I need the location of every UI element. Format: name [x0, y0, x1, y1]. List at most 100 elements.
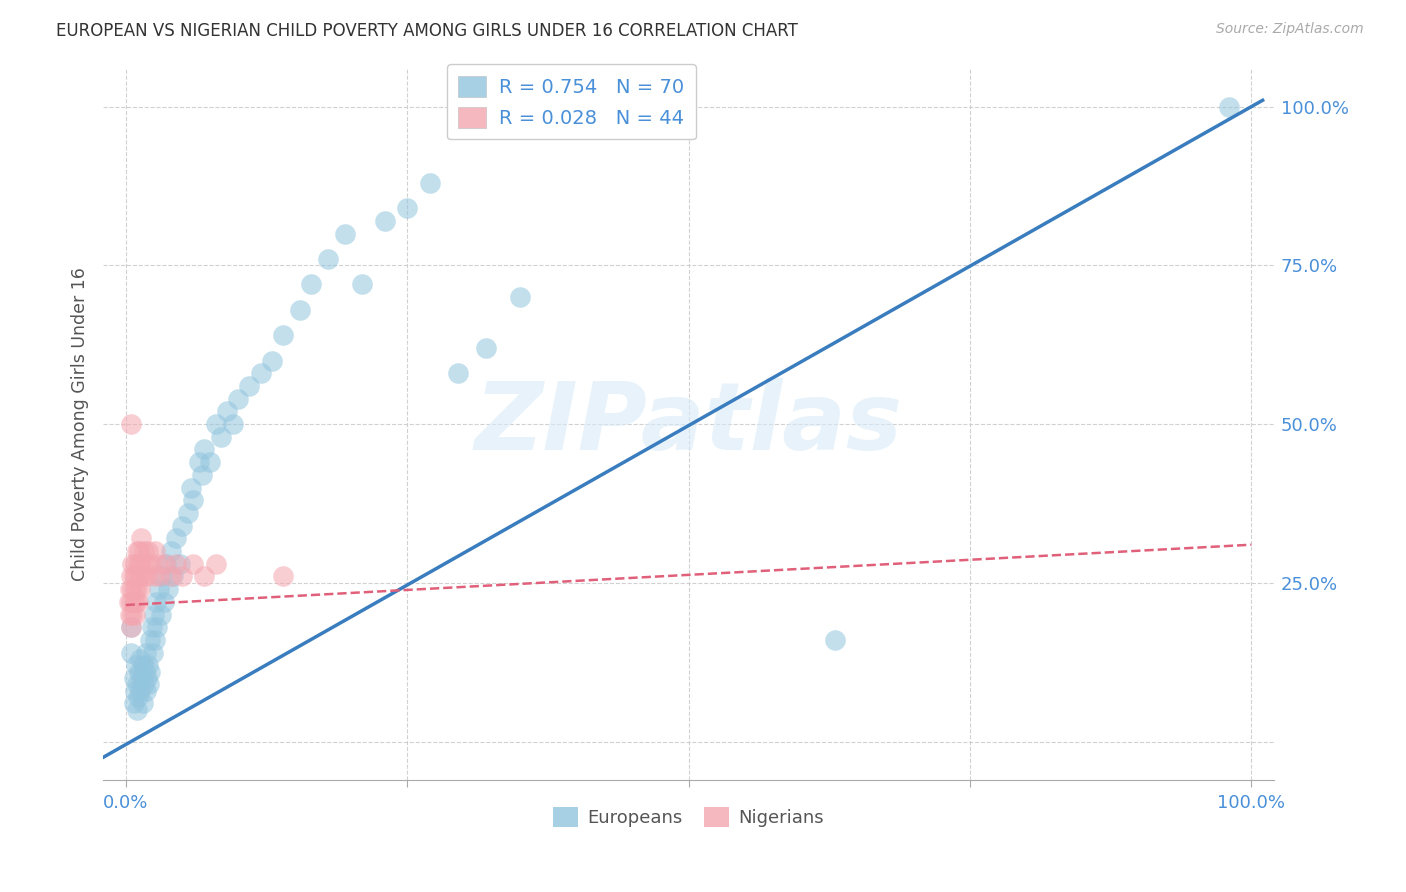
Point	[215, 404, 238, 418]
Point	[127, 690, 149, 704]
Point	[260, 353, 283, 368]
Text: ZIPatlas: ZIPatlas	[474, 378, 903, 470]
Point	[157, 582, 180, 596]
Point	[125, 658, 148, 673]
Point	[132, 544, 155, 558]
Point	[226, 392, 249, 406]
Point	[209, 430, 232, 444]
Point	[120, 620, 142, 634]
Point	[124, 683, 146, 698]
Point	[447, 366, 470, 380]
Point	[120, 607, 142, 622]
Point	[127, 557, 149, 571]
Point	[148, 582, 170, 596]
Point	[124, 607, 146, 622]
Point	[127, 595, 149, 609]
Point	[181, 493, 204, 508]
Point	[136, 671, 159, 685]
Point	[165, 557, 187, 571]
Point	[120, 595, 142, 609]
Point	[122, 697, 145, 711]
Point	[129, 582, 152, 596]
Point	[121, 557, 143, 571]
Point	[142, 569, 165, 583]
Point	[125, 544, 148, 558]
Point	[121, 582, 143, 596]
Point	[180, 481, 202, 495]
Point	[131, 671, 153, 685]
Point	[138, 677, 160, 691]
Point	[129, 683, 152, 698]
Point	[134, 665, 156, 679]
Point	[135, 646, 157, 660]
Text: Source: ZipAtlas.com: Source: ZipAtlas.com	[1216, 22, 1364, 37]
Point	[271, 328, 294, 343]
Point	[170, 518, 193, 533]
Point	[475, 341, 498, 355]
Point	[120, 582, 142, 596]
Point	[238, 379, 260, 393]
Point	[159, 544, 181, 558]
Point	[139, 665, 162, 679]
Point	[187, 455, 209, 469]
Point	[131, 697, 153, 711]
Point	[204, 417, 226, 431]
Point	[129, 652, 152, 666]
Point	[271, 569, 294, 583]
Point	[193, 442, 215, 457]
Point	[153, 595, 176, 609]
Point	[139, 632, 162, 647]
Point	[124, 582, 146, 596]
Point	[136, 544, 159, 558]
Point	[350, 277, 373, 292]
Point	[824, 632, 846, 647]
Point	[169, 557, 191, 571]
Point	[148, 569, 170, 583]
Point	[139, 557, 162, 571]
Legend: Europeans, Nigerians: Europeans, Nigerians	[546, 800, 831, 835]
Point	[150, 569, 173, 583]
Point	[221, 417, 243, 431]
Point	[509, 290, 531, 304]
Point	[333, 227, 356, 241]
Point	[122, 671, 145, 685]
Point	[249, 366, 271, 380]
Point	[125, 677, 148, 691]
Point	[288, 302, 311, 317]
Text: EUROPEAN VS NIGERIAN CHILD POVERTY AMONG GIRLS UNDER 16 CORRELATION CHART: EUROPEAN VS NIGERIAN CHILD POVERTY AMONG…	[56, 22, 799, 40]
Point	[153, 557, 176, 571]
Point	[118, 595, 141, 609]
Point	[128, 569, 150, 583]
Point	[120, 620, 142, 634]
Point	[142, 646, 165, 660]
Point	[131, 658, 153, 673]
Point	[125, 569, 148, 583]
Point	[155, 557, 177, 571]
Point	[128, 544, 150, 558]
Point	[120, 417, 142, 431]
Point	[121, 607, 143, 622]
Point	[128, 665, 150, 679]
Point	[149, 607, 172, 622]
Point	[125, 595, 148, 609]
Point	[1218, 100, 1240, 114]
Point	[135, 569, 157, 583]
Point	[316, 252, 339, 266]
Point	[135, 683, 157, 698]
Point	[193, 569, 215, 583]
Point	[129, 557, 152, 571]
Point	[143, 632, 166, 647]
Point	[170, 569, 193, 583]
Point	[132, 677, 155, 691]
Point	[122, 595, 145, 609]
Point	[141, 620, 163, 634]
Point	[136, 658, 159, 673]
Point	[125, 703, 148, 717]
Point	[145, 595, 167, 609]
Point	[122, 569, 145, 583]
Point	[120, 569, 142, 583]
Point	[374, 214, 396, 228]
Point	[131, 532, 153, 546]
Point	[299, 277, 322, 292]
Y-axis label: Child Poverty Among Girls Under 16: Child Poverty Among Girls Under 16	[72, 267, 89, 581]
